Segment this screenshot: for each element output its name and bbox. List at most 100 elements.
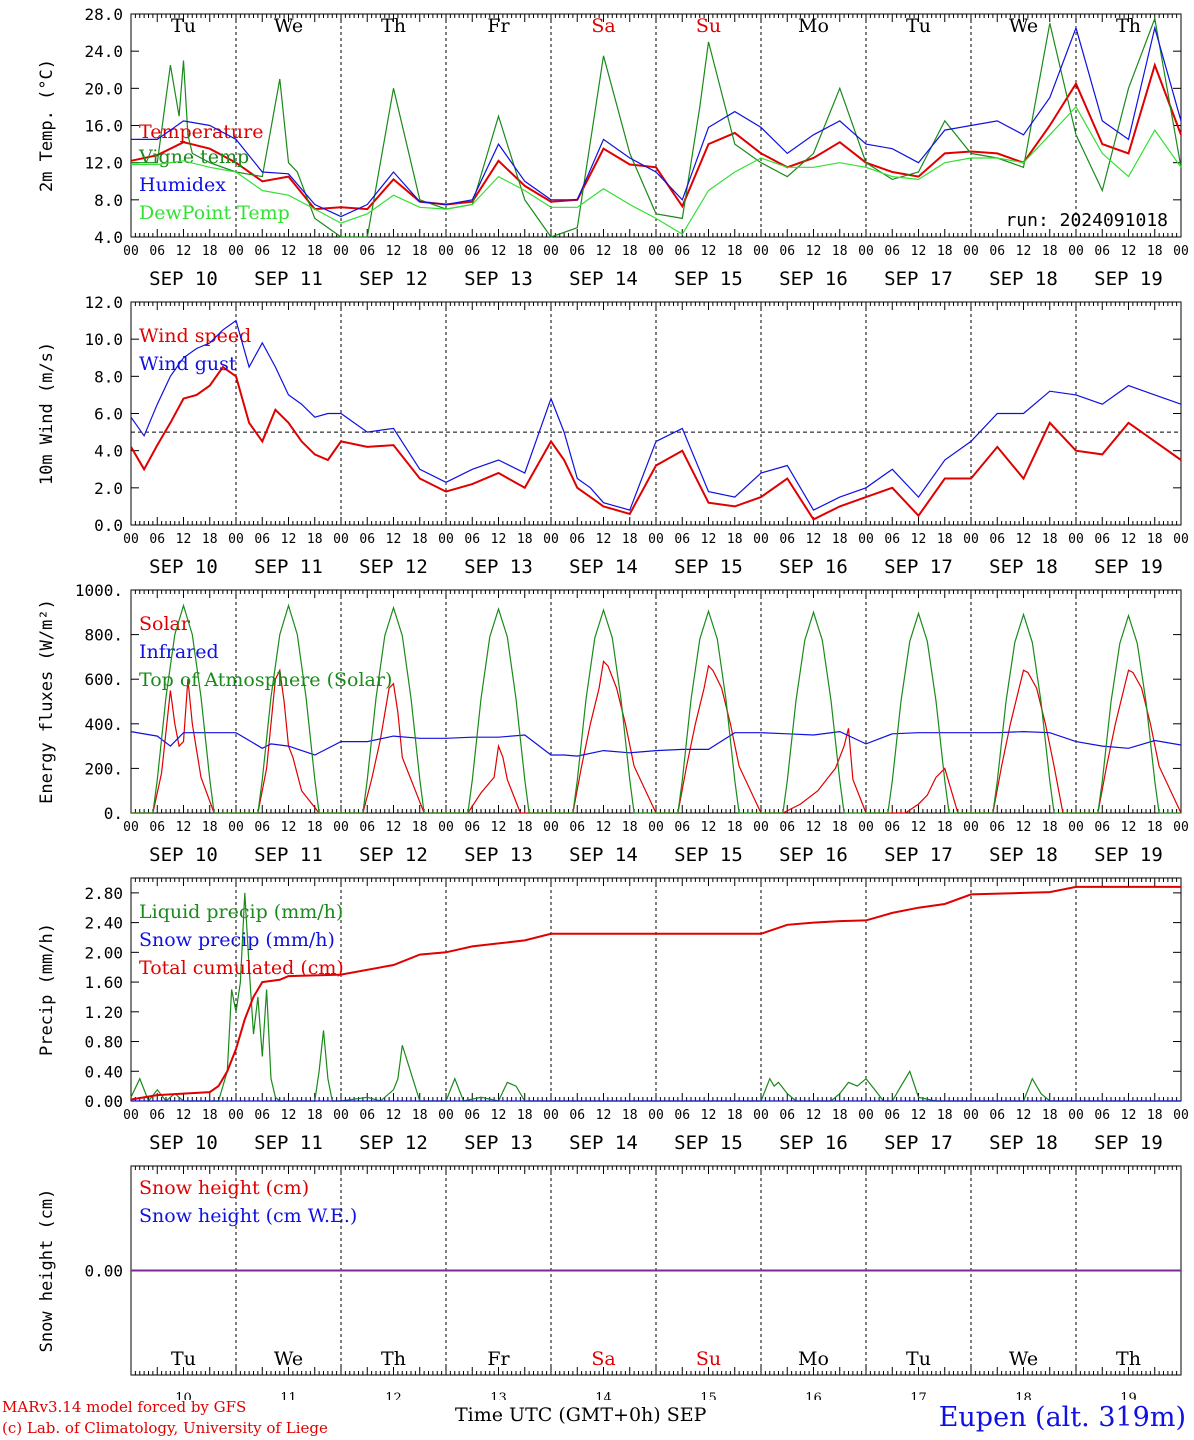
hour-label: 12 (176, 820, 192, 835)
date-label: SEP 17 (884, 268, 953, 290)
y-tick-label: 12.0 (84, 154, 123, 173)
date-label: SEP 18 (989, 268, 1058, 290)
hour-label: 18 (202, 1108, 218, 1123)
hour-label: 00 (858, 1108, 874, 1123)
y-tick-label: 6.0 (94, 405, 123, 424)
hour-label: 12 (701, 820, 717, 835)
date-label: SEP 15 (674, 1132, 743, 1154)
hour-label: 06 (254, 820, 270, 835)
date-label: SEP 14 (569, 268, 638, 290)
hour-label: 06 (149, 244, 165, 259)
legend-label: Top of Atmosphere (Solar) (139, 669, 392, 691)
day-abbr: Th (1116, 1348, 1141, 1370)
day-abbr: Fr (487, 15, 510, 37)
y-tick-label: 0.00 (84, 1262, 123, 1281)
date-label: SEP 17 (884, 1132, 953, 1154)
day-abbr: Th (1116, 15, 1141, 37)
y-tick-label: 0.80 (84, 1033, 123, 1052)
hour-label: 06 (1094, 1108, 1110, 1123)
model-credit: MARv3.14 model forced by GFS (2, 1398, 247, 1416)
hour-label: 06 (884, 1108, 900, 1123)
hour-label: 06 (464, 244, 480, 259)
date-label: SEP 10 (149, 1132, 218, 1154)
panel-1: 4.0 8.0 12.0 16.0 20.0 24.0 28.0 2m Temp. (°C) T… (37, 5, 1189, 290)
series-line-humidex (131, 25, 1182, 218)
y-tick-label: 1.20 (84, 1003, 123, 1022)
hour-label: 18 (412, 1108, 428, 1123)
date-label: SEP 13 (464, 1132, 533, 1154)
hour-label: 00 (123, 1108, 139, 1123)
hour-label: 12 (386, 532, 402, 547)
day-abbr: We (1009, 1348, 1038, 1370)
date-label: SEP 17 (884, 556, 953, 578)
series-line-temperature (130, 61, 1182, 211)
date-label: SEP 14 (569, 844, 638, 866)
hour-label: 12 (911, 532, 927, 547)
hour-label: 18 (1042, 244, 1058, 259)
hour-label: 06 (149, 532, 165, 547)
y-tick-label: 1000. (75, 581, 123, 600)
date-label: SEP 18 (989, 556, 1058, 578)
y-tick-label: 0.00 (84, 1092, 123, 1111)
hour-label: 12 (386, 1108, 402, 1123)
hour-label: 00 (753, 1108, 769, 1123)
hour-label: 18 (202, 532, 218, 547)
hour-label: 06 (989, 820, 1005, 835)
hour-label: 06 (884, 532, 900, 547)
hour-label: 18 (937, 820, 953, 835)
hour-label: 12 (701, 532, 717, 547)
hour-label: 18 (517, 820, 533, 835)
hour-label: 00 (1173, 1108, 1189, 1123)
hour-label: 12 (1121, 532, 1137, 547)
hour-label: 06 (989, 1108, 1005, 1123)
series-line-liquid-precip-mm-h- (130, 892, 1181, 1103)
hour-label: 06 (569, 532, 585, 547)
day-number-label: 16 (805, 1391, 822, 1400)
hour-label: 18 (1147, 820, 1163, 835)
legend-label: Wind gust (139, 353, 237, 375)
y-tick-label: 1.60 (84, 973, 123, 992)
hour-label: 00 (228, 820, 244, 835)
y-tick-label: 0.0 (94, 516, 123, 535)
hour-label: 18 (307, 244, 323, 259)
hour-label: 12 (911, 1108, 927, 1123)
hour-label: 06 (254, 244, 270, 259)
hour-label: 00 (1173, 244, 1189, 259)
legend-label: Infrared (139, 641, 219, 663)
date-label: SEP 19 (1094, 268, 1163, 290)
date-label: SEP 18 (989, 844, 1058, 866)
y-axis-label: 10m Wind (m/s) (37, 342, 57, 485)
series-line-wind-speed (130, 365, 1182, 521)
hour-label: 00 (648, 820, 664, 835)
hour-label: 18 (307, 1108, 323, 1123)
hour-label: 06 (674, 532, 690, 547)
hour-label: 00 (438, 1108, 454, 1123)
hour-label: 06 (989, 532, 1005, 547)
hour-label: 06 (1094, 532, 1110, 547)
hour-label: 12 (596, 244, 612, 259)
hour-label: 18 (202, 244, 218, 259)
hour-label: 18 (412, 244, 428, 259)
hour-label: 06 (779, 532, 795, 547)
hour-label: 18 (832, 820, 848, 835)
hour-label: 00 (858, 820, 874, 835)
panel-2: 0.0 2.0 4.0 6.0 8.0 10.0 12.0 10m Wind (m/s) Win… (37, 293, 1189, 578)
hour-label: 06 (359, 244, 375, 259)
hour-label: 00 (963, 244, 979, 259)
series-line-dewpoint-temp (131, 105, 1182, 236)
date-label: SEP 10 (149, 844, 218, 866)
day-abbr: Tu (906, 1348, 931, 1370)
hour-label: 18 (727, 532, 743, 547)
hour-label: 00 (648, 532, 664, 547)
day-abbr: Su (696, 15, 721, 37)
day-abbr: Sa (591, 15, 615, 37)
date-label: SEP 10 (149, 556, 218, 578)
hour-label: 06 (779, 820, 795, 835)
y-tick-label: 24.0 (84, 42, 123, 61)
y-tick-label: 600. (84, 670, 123, 689)
hour-label: 06 (149, 1108, 165, 1123)
hour-label: 06 (149, 820, 165, 835)
legend-label: Snow height (cm) (139, 1177, 309, 1199)
day-number-label: 12 (385, 1391, 402, 1400)
hour-label: 12 (281, 244, 297, 259)
